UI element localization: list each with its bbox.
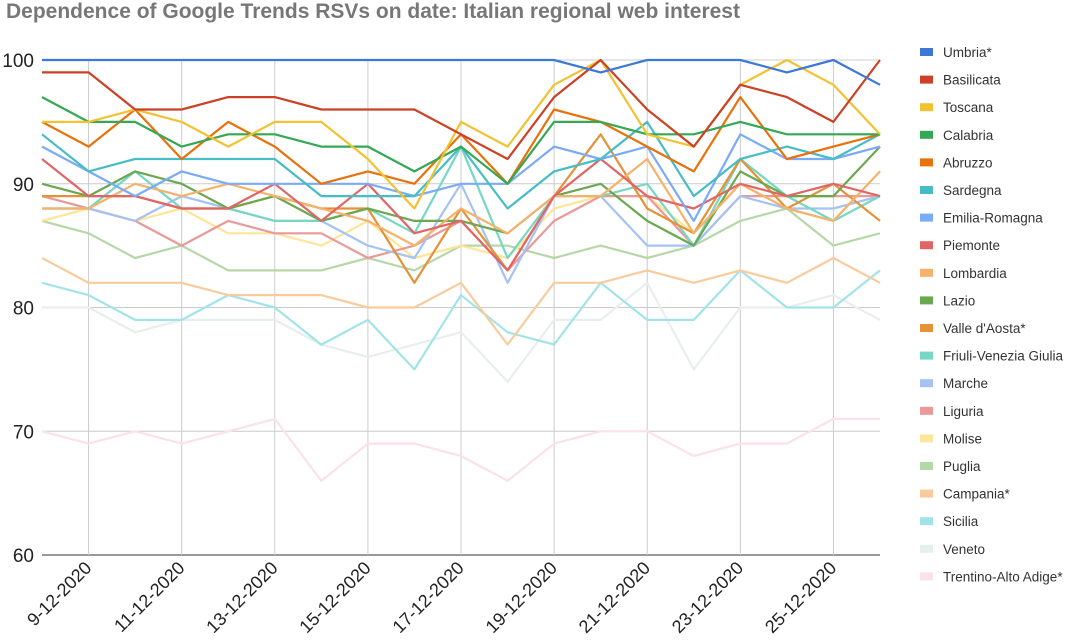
legend-label-lazio: Lazio: [943, 293, 975, 308]
legend-label-piemonte: Piemonte: [943, 238, 1000, 253]
legend-swatch-sardegna: [920, 186, 933, 194]
legend-label-molise: Molise: [943, 431, 982, 446]
legend-label-puglia: Puglia: [943, 459, 981, 474]
x-tick-label-9-12-2020: 9-12-2020: [23, 558, 95, 630]
series-line-calabria: [41, 96, 880, 185]
legend-swatch-umbria: [920, 48, 933, 56]
series-line-piemonte: [41, 157, 881, 272]
legend-label-sardegna: Sardegna: [943, 183, 1002, 198]
legend-label-lombardia: Lombardia: [943, 266, 1007, 281]
legend-label-trentino-alto-adige: Trentino-Alto Adige*: [943, 569, 1063, 584]
legend-swatch-calabria: [920, 130, 933, 139]
x-tick-label-25-12-2020: 25-12-2020: [761, 558, 840, 637]
x-tick-label-15-12-2020: 15-12-2020: [295, 558, 374, 637]
legend-label-emilia-romagna: Emilia-Romagna: [943, 211, 1043, 226]
series-line-umbria: [42, 58, 881, 86]
legend-label-veneto: Veneto: [943, 542, 985, 557]
legend-swatch-basilicata: [920, 75, 933, 84]
x-tick-label-17-12-2020: 17-12-2020: [389, 558, 468, 637]
x-tick-label-21-12-2020: 21-12-2020: [575, 558, 654, 637]
legend-label-toscana: Toscana: [943, 100, 994, 115]
y-tick-label-60: 60: [13, 546, 34, 567]
chart-title: Dependence of Google Trends RSVs on date…: [6, 0, 740, 23]
legend-swatch-campania: [920, 489, 933, 498]
x-tick-label-19-12-2020: 19-12-2020: [482, 558, 561, 637]
y-tick-label-90: 90: [13, 175, 34, 196]
series-line-campania: [41, 256, 881, 346]
series-line-basilicata: [42, 58, 881, 161]
legend-label-umbria: Umbria*: [943, 45, 993, 60]
legend-swatch-friuli-venezia-giulia: [920, 351, 933, 360]
legend-swatch-lazio: [920, 296, 933, 305]
legend-swatch-emilia-romagna: [920, 213, 933, 222]
series-line-trentino-alto-adige: [41, 417, 880, 482]
legend-swatch-molise: [920, 434, 933, 443]
series-line-emilia-romagna: [41, 133, 881, 222]
legend-label-calabria: Calabria: [943, 128, 994, 143]
legend-label-basilicata: Basilicata: [943, 73, 1001, 88]
y-tick-label-80: 80: [13, 299, 34, 320]
legend-swatch-toscana: [920, 103, 933, 112]
legend-label-abruzzo: Abruzzo: [943, 155, 993, 170]
legend-swatch-valle-d-aosta: [920, 324, 933, 332]
legend-label-campania: Campania*: [943, 487, 1011, 502]
legend-swatch-puglia: [920, 462, 933, 470]
legend-swatch-trentino-alto-adige: [920, 572, 933, 581]
legend-swatch-lombardia: [920, 268, 933, 277]
legend-swatch-piemonte: [920, 241, 933, 250]
x-tick-label-13-12-2020: 13-12-2020: [202, 558, 281, 637]
x-tick-label-23-12-2020: 23-12-2020: [668, 558, 747, 637]
legend-swatch-liguria: [920, 406, 933, 415]
y-tick-label-100: 100: [2, 51, 34, 72]
legend-label-liguria: Liguria: [943, 404, 984, 419]
legend-swatch-veneto: [920, 544, 933, 553]
legend-label-valle-d-aosta: Valle d'Aosta*: [943, 321, 1026, 336]
legend-swatch-marche: [920, 379, 933, 388]
legend-swatch-abruzzo: [920, 158, 933, 167]
legend-label-friuli-venezia-giulia: Friuli-Venezia Giulia: [943, 349, 1064, 364]
y-tick-label-70: 70: [13, 422, 34, 443]
x-tick-label-11-12-2020: 11-12-2020: [110, 558, 188, 636]
legend-label-sicilia: Sicilia: [943, 514, 979, 529]
legend-swatch-sicilia: [920, 517, 933, 526]
legend-label-marche: Marche: [943, 376, 988, 391]
